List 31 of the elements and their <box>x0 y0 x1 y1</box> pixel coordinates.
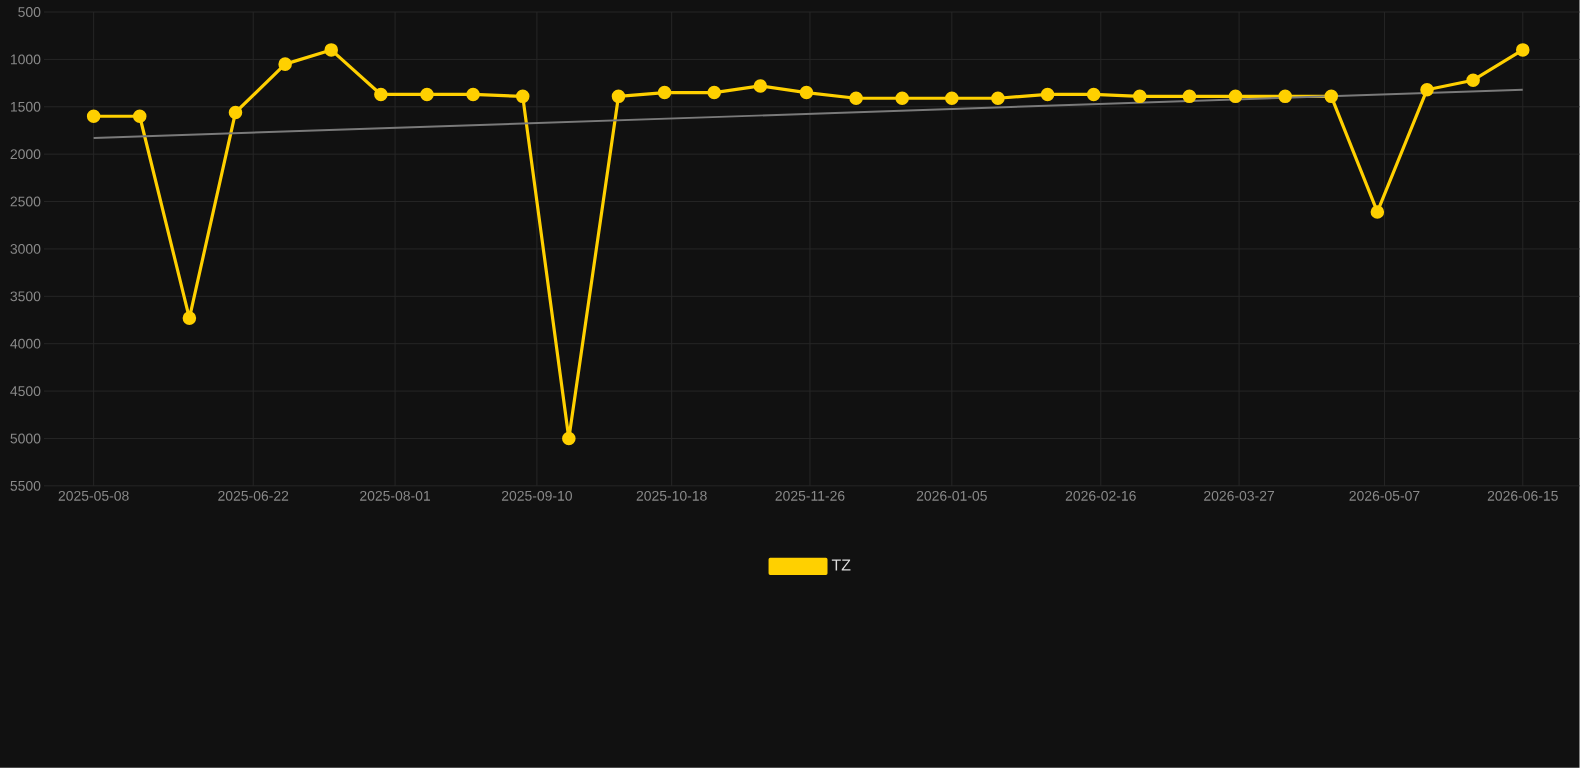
point <box>466 87 480 102</box>
point <box>1133 89 1147 104</box>
point <box>611 89 626 104</box>
point <box>228 105 243 120</box>
point <box>182 311 197 326</box>
point <box>132 109 147 124</box>
point <box>562 431 576 446</box>
point <box>991 91 1005 106</box>
point <box>278 57 292 72</box>
point <box>945 91 959 106</box>
point <box>895 91 909 106</box>
point <box>849 91 863 106</box>
point <box>657 85 672 100</box>
point <box>1420 83 1434 97</box>
point <box>515 89 530 104</box>
point <box>1466 73 1480 88</box>
point <box>374 87 388 102</box>
point <box>1370 205 1385 219</box>
point <box>1182 89 1197 104</box>
point <box>420 87 434 102</box>
point <box>1228 89 1243 104</box>
point <box>86 109 101 124</box>
point <box>1278 89 1292 104</box>
point <box>324 43 339 57</box>
point <box>707 85 722 100</box>
point <box>799 85 814 100</box>
point <box>1040 87 1055 102</box>
point <box>1324 89 1339 104</box>
point <box>1086 87 1101 102</box>
point <box>753 79 768 93</box>
point <box>1515 43 1530 57</box>
